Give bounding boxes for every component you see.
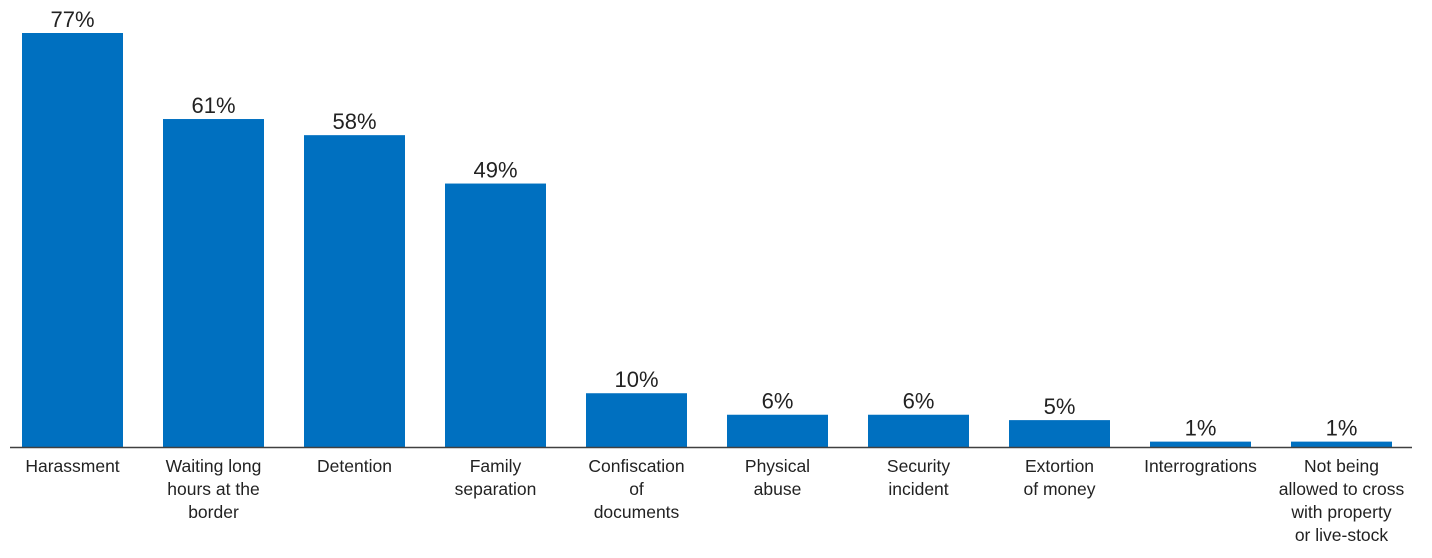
value-label-2: 58% — [332, 109, 376, 134]
category-label-7: Extortion of money — [1024, 456, 1096, 499]
bar-8 — [1150, 441, 1251, 447]
value-label-1: 61% — [191, 93, 235, 118]
value-labels-layer: 77% 61% 58% 49% 10% 6% 6% 5% 1% 1% — [50, 7, 1357, 441]
category-label-line: Waiting long — [166, 456, 262, 476]
category-label-line: of — [629, 479, 644, 499]
category-labels-layer: Harassment Waiting long hours at the border… — [25, 456, 1404, 545]
value-label-4: 10% — [614, 367, 658, 392]
bar-4 — [586, 393, 687, 447]
category-label-6: Security incident — [887, 456, 950, 499]
bar-3 — [445, 183, 546, 447]
category-label-line: of money — [1024, 479, 1096, 499]
category-label-line: Confiscation — [588, 456, 684, 476]
value-label-8: 1% — [1185, 416, 1217, 441]
category-label-line: with property — [1290, 502, 1391, 522]
category-label-line: Not being — [1304, 456, 1379, 476]
category-label-line: Harassment — [25, 456, 119, 476]
category-label-line: Extortion — [1025, 456, 1094, 476]
value-label-5: 6% — [762, 389, 794, 414]
category-label-0: Harassment — [25, 456, 119, 476]
category-label-line: allowed to cross — [1279, 479, 1405, 499]
category-label-line: Physical — [745, 456, 810, 476]
value-label-6: 6% — [903, 389, 935, 414]
bar-1 — [163, 119, 264, 447]
bar-6 — [868, 414, 969, 447]
value-label-9: 1% — [1326, 416, 1358, 441]
category-label-line: border — [188, 502, 239, 522]
value-label-3: 49% — [473, 158, 517, 183]
bar-5 — [727, 414, 828, 447]
bar-2 — [304, 135, 405, 448]
bar-7 — [1009, 420, 1110, 447]
category-label-line: documents — [594, 502, 680, 522]
category-label-line: or live-stock — [1295, 525, 1389, 545]
category-label-8: Interrogrations — [1144, 456, 1257, 476]
value-label-0: 77% — [50, 7, 94, 32]
category-label-2: Detention — [317, 456, 392, 476]
category-label-1: Waiting long hours at the border — [166, 456, 262, 522]
category-label-line: Interrogrations — [1144, 456, 1257, 476]
category-label-line: abuse — [754, 479, 802, 499]
category-label-4: Confiscation of documents — [588, 456, 684, 522]
category-label-line: incident — [888, 479, 948, 499]
bar-0 — [22, 33, 123, 447]
category-label-line: Security — [887, 456, 950, 476]
category-label-5: Physical abuse — [745, 456, 810, 499]
category-label-line: Detention — [317, 456, 392, 476]
bar-9 — [1291, 441, 1392, 447]
bars-layer — [22, 33, 1392, 448]
value-label-7: 5% — [1044, 394, 1076, 419]
category-label-line: hours at the — [167, 479, 259, 499]
category-label-line: Family — [470, 456, 522, 476]
category-label-9: Not being allowed to cross with property or… — [1279, 456, 1405, 545]
category-label-3: Family separation — [455, 456, 537, 499]
category-label-line: separation — [455, 479, 537, 499]
